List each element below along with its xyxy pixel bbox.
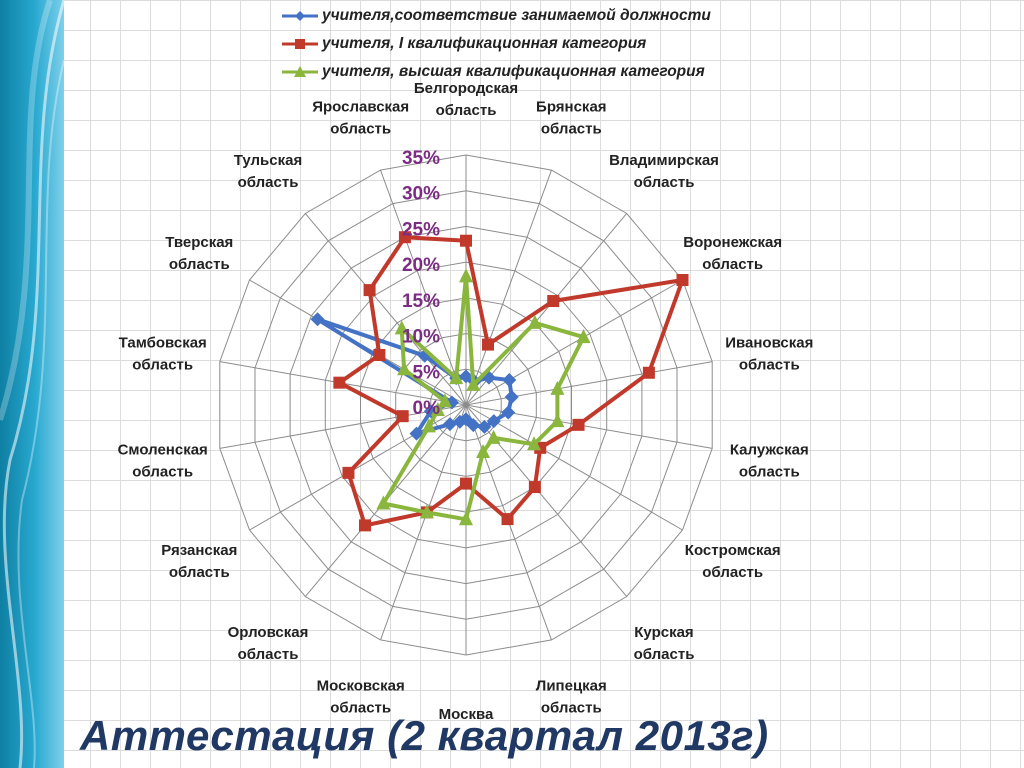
data-point	[373, 349, 386, 361]
category-label: Владимирская область	[609, 152, 719, 191]
data-point	[486, 414, 501, 429]
data-point	[576, 329, 591, 344]
data-point	[476, 443, 491, 458]
grid-spoke	[465, 169, 552, 406]
grid-spoke	[465, 404, 683, 531]
category-label: Ивановская область	[725, 335, 813, 374]
data-point	[550, 380, 565, 395]
category-label: Липецкая область	[536, 677, 607, 716]
data-point	[358, 519, 371, 532]
category-label: Белгородская область	[414, 80, 518, 119]
data-point	[504, 389, 519, 404]
data-point	[437, 393, 452, 408]
data-point	[528, 481, 541, 494]
data-point	[452, 414, 467, 429]
grid-spoke	[380, 404, 467, 641]
data-point	[394, 320, 409, 335]
data-point	[459, 511, 473, 526]
data-point	[310, 312, 325, 327]
legend-entry-series-3: учителя, высшая квалификационная категор…	[282, 58, 802, 86]
category-label: Московская область	[317, 677, 405, 716]
category-label: Тамбовская область	[119, 335, 207, 374]
data-point	[501, 513, 514, 526]
grid-spoke	[465, 213, 628, 406]
category-label: Костромская область	[685, 542, 781, 581]
data-point	[527, 314, 542, 329]
data-point	[477, 419, 492, 434]
legend-label-series-2: учителя, I квалификационная категория	[322, 35, 647, 52]
radial-tick-label: 25%	[402, 219, 440, 240]
radial-tick-label: 30%	[402, 184, 440, 205]
legend-entry-series-2: учителя, I квалификационная категория	[282, 30, 802, 58]
radial-tick-label: 10%	[402, 327, 440, 348]
legend-label-series-3: учителя, высшая квалификационная категор…	[322, 63, 705, 80]
wave-decoration-icon	[0, 0, 64, 768]
category-label: Рязанская область	[161, 542, 237, 581]
data-point	[481, 338, 494, 351]
data-point	[409, 426, 424, 441]
data-point	[419, 504, 434, 519]
data-point	[460, 234, 472, 247]
data-point	[398, 231, 411, 244]
category-label: Ярославская область	[312, 99, 409, 138]
category-label: Смоленская область	[118, 442, 208, 481]
data-point	[676, 274, 689, 286]
side-decoration-band	[0, 0, 64, 768]
data-point	[376, 495, 391, 510]
radial-tick-label: 15%	[402, 291, 440, 312]
chart-legend: учителя,соответствие занимаемой должност…	[282, 2, 802, 86]
category-label: Орловская область	[228, 624, 309, 663]
data-point	[486, 429, 501, 444]
data-point	[363, 284, 376, 297]
data-point	[572, 418, 585, 431]
data-point	[460, 477, 472, 490]
category-label: Воронежская область	[683, 234, 782, 273]
slide-title: Аттестация (2 квартал 2013г)	[80, 712, 769, 759]
legend-square-marker-icon	[282, 39, 318, 49]
data-point	[342, 466, 355, 479]
grid-spoke	[380, 169, 467, 406]
radial-tick-label: 20%	[402, 255, 440, 276]
category-label: Москва	[439, 706, 494, 723]
grid-spoke	[304, 213, 467, 406]
grid-spoke	[465, 279, 683, 406]
data-point	[442, 417, 457, 432]
data-point	[501, 405, 516, 420]
data-point	[449, 370, 464, 385]
data-point	[396, 410, 409, 423]
radial-tick-label: 0%	[413, 398, 441, 419]
data-point	[642, 366, 655, 379]
data-point	[421, 418, 436, 433]
data-point	[459, 268, 473, 283]
data-point	[397, 361, 412, 376]
data-point	[333, 376, 346, 389]
legend-diamond-marker-icon	[282, 11, 318, 21]
data-point	[466, 376, 481, 391]
legend-triangle-marker-icon	[282, 66, 318, 77]
legend-label-series-1: учителя,соответствие занимаемой должност…	[322, 7, 711, 24]
data-point	[547, 295, 560, 308]
data-point	[550, 413, 565, 428]
data-point	[527, 436, 542, 451]
category-label: Брянская область	[536, 99, 607, 138]
category-label: Калужская область	[730, 442, 809, 481]
legend-entry-series-1: учителя,соответствие занимаемой должност…	[282, 2, 802, 30]
radial-tick-label: 35%	[402, 148, 440, 169]
radial-tick-label: 5%	[413, 362, 441, 383]
category-label: Курская область	[634, 624, 695, 663]
category-label: Тверская область	[165, 234, 233, 273]
data-point	[502, 373, 517, 387]
data-point	[430, 401, 445, 416]
category-label: Тульская область	[234, 152, 302, 191]
